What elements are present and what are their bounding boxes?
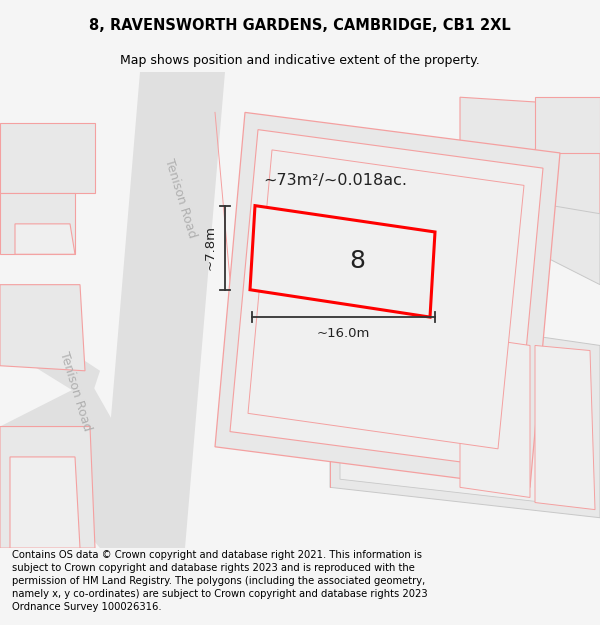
- Text: Tenison Road: Tenison Road: [162, 158, 198, 240]
- Polygon shape: [460, 336, 530, 498]
- Polygon shape: [0, 122, 95, 194]
- Text: ~16.0m: ~16.0m: [317, 328, 370, 340]
- Text: 8, RAVENSWORTH GARDENS, CAMBRIDGE, CB1 2XL: 8, RAVENSWORTH GARDENS, CAMBRIDGE, CB1 2…: [89, 18, 511, 33]
- Polygon shape: [535, 98, 600, 153]
- Polygon shape: [0, 305, 100, 401]
- Polygon shape: [15, 224, 75, 254]
- Text: 8: 8: [349, 249, 365, 273]
- Polygon shape: [215, 112, 560, 488]
- Polygon shape: [0, 284, 85, 371]
- Text: Map shows position and indicative extent of the property.: Map shows position and indicative extent…: [120, 54, 480, 67]
- Polygon shape: [460, 148, 535, 214]
- Polygon shape: [0, 426, 95, 548]
- Polygon shape: [460, 98, 540, 153]
- Polygon shape: [230, 129, 543, 469]
- Polygon shape: [535, 153, 600, 219]
- Text: Contains OS data © Crown copyright and database right 2021. This information is
: Contains OS data © Crown copyright and d…: [12, 549, 428, 612]
- Polygon shape: [250, 206, 435, 317]
- Polygon shape: [535, 346, 595, 509]
- Polygon shape: [0, 381, 185, 548]
- Text: ~7.8m: ~7.8m: [204, 225, 217, 270]
- Polygon shape: [0, 194, 75, 254]
- Polygon shape: [248, 150, 524, 449]
- Polygon shape: [10, 457, 80, 548]
- Polygon shape: [330, 325, 600, 518]
- Text: ~73m²/~0.018ac.: ~73m²/~0.018ac.: [263, 173, 407, 188]
- Polygon shape: [100, 72, 225, 548]
- Polygon shape: [460, 204, 600, 284]
- Polygon shape: [340, 336, 590, 508]
- Text: Tenison Road: Tenison Road: [57, 350, 93, 432]
